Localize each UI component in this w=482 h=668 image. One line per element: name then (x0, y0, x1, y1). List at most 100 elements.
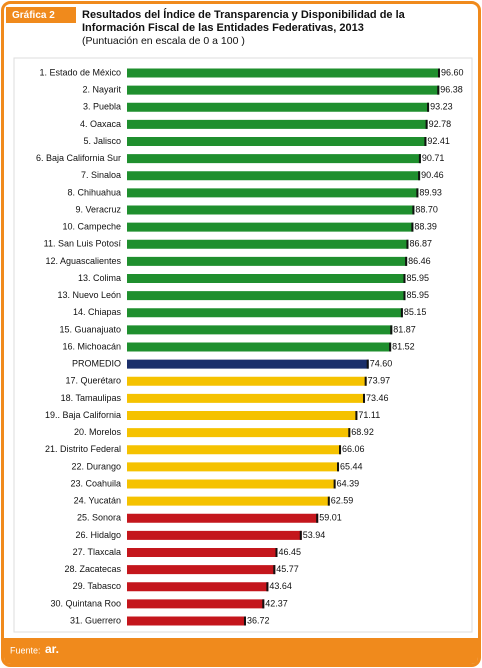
bar-cap (424, 137, 427, 146)
bar (127, 68, 440, 78)
category-label: 6. Baja California Sur (36, 153, 121, 163)
category-label: 3. Puebla (83, 102, 121, 112)
value-label: 85.95 (406, 290, 429, 300)
category-label: 14. Chiapas (73, 307, 122, 317)
value-label: 42.37 (265, 598, 288, 608)
bar-cap (403, 291, 406, 301)
value-label: 92.78 (429, 119, 452, 129)
bar-cap (437, 85, 440, 95)
bar-cap (418, 171, 421, 181)
bar (127, 205, 415, 215)
bar-cap (339, 445, 342, 455)
bar (127, 479, 336, 489)
category-label: 11. San Luis Potosí (44, 239, 122, 249)
bar-cap (437, 68, 440, 78)
bar-cap (411, 222, 414, 232)
bar-cap (333, 479, 336, 489)
bar (127, 171, 421, 181)
bar-cap (316, 513, 319, 523)
bar (127, 548, 278, 557)
value-label: 59.01 (319, 513, 342, 523)
bar-cap (403, 274, 406, 283)
bar-cap (405, 256, 408, 266)
category-label: 17. Querétaro (65, 376, 121, 386)
value-label: 73.46 (366, 393, 389, 403)
value-label: 81.87 (393, 324, 416, 334)
category-label: 4. Oaxaca (80, 119, 121, 129)
bar-cap (299, 530, 302, 540)
value-label: 92.41 (427, 136, 450, 146)
bar (127, 462, 340, 472)
chart-title: Resultados del Índice de Transparencia y… (82, 8, 406, 21)
category-label: 7. Sinaloa (81, 170, 121, 180)
bar (127, 616, 246, 626)
category-label: 26. Hidalgo (75, 530, 121, 540)
category-label: 9. Veracruz (75, 204, 121, 214)
value-label: 62.59 (331, 496, 354, 506)
bar-cap (273, 565, 276, 575)
bar (127, 291, 406, 301)
bar-cap (416, 188, 419, 198)
value-label: 74.60 (370, 359, 393, 369)
value-label: 90.46 (421, 170, 444, 180)
bar (127, 342, 392, 352)
category-label: 13. Colima (78, 273, 121, 283)
value-label: 93.23 (430, 102, 453, 112)
value-label: 89.93 (419, 187, 442, 197)
bar-cap (418, 154, 421, 164)
bar-cap (366, 359, 369, 369)
bar (127, 239, 409, 249)
category-label: 19.. Baja California (45, 410, 121, 420)
header-tag: Gráfica 2 (12, 10, 55, 21)
category-label: 30. Quintana Roo (50, 598, 121, 608)
category-label: 22. Durango (71, 461, 121, 471)
bar (127, 325, 393, 335)
chart-title: Información Fiscal de las Entidades Fede… (82, 22, 364, 34)
bar-cap (243, 616, 246, 626)
bar (127, 496, 330, 506)
bar-cap (262, 599, 265, 609)
value-label: 71.11 (358, 410, 380, 420)
category-label: 28. Zacatecas (64, 564, 121, 574)
value-label: 68.92 (351, 427, 374, 437)
bar-cap (389, 342, 392, 352)
bar (127, 565, 276, 575)
bar (127, 119, 428, 129)
bar-cap (390, 325, 393, 335)
value-label: 90.71 (422, 153, 445, 163)
bar (127, 359, 369, 369)
value-label: 85.95 (406, 273, 429, 283)
category-label: 8. Chihuahua (67, 187, 121, 197)
category-label: 15. Guanajuato (59, 324, 121, 334)
category-label: 21. Distrito Federal (45, 444, 121, 454)
bar-cap (406, 239, 409, 249)
bar (127, 154, 421, 164)
value-label: 45.77 (276, 564, 299, 574)
bar (127, 308, 403, 318)
bar (127, 188, 419, 198)
category-label: 18. Tamaulipas (61, 393, 122, 403)
category-label: 2. Nayarit (82, 85, 121, 95)
bar-cap (355, 411, 358, 420)
bar (127, 445, 342, 455)
category-label: 16. Michoacán (62, 341, 121, 351)
value-label: 73.97 (368, 376, 391, 386)
category-label: 27. Tlaxcala (73, 547, 121, 557)
bar (127, 599, 265, 609)
source-logo: ar. (45, 642, 59, 656)
value-label: 96.60 (441, 67, 464, 77)
value-label: 81.52 (392, 341, 415, 351)
value-label: 53.94 (303, 530, 326, 540)
value-label: 43.64 (269, 581, 292, 591)
bar (127, 102, 430, 112)
value-label: 46.45 (278, 547, 301, 557)
bar-cap (275, 548, 278, 557)
value-label: 86.87 (409, 239, 432, 249)
value-label: 88.70 (415, 204, 438, 214)
category-label: 5. Jalisco (83, 136, 121, 146)
header-tab (6, 7, 76, 23)
value-label: 64.39 (337, 478, 360, 488)
bar (127, 530, 302, 540)
bar-cap (348, 428, 351, 438)
